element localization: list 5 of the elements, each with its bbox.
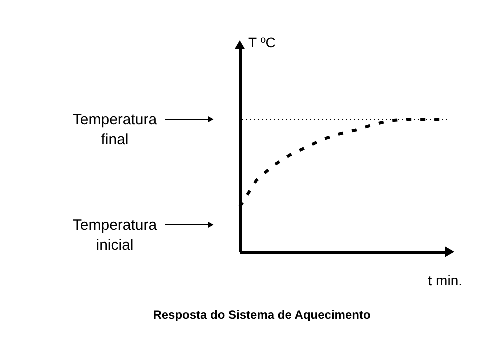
text: Temperatura inicial (72, 217, 158, 254)
y-axis-title: T ºC (248, 34, 276, 50)
x-axis-title: t min. (428, 272, 462, 288)
text: Resposta do Sistema de Aquecimento (153, 308, 371, 322)
ref-line-label: Temperatura final (72, 112, 158, 149)
